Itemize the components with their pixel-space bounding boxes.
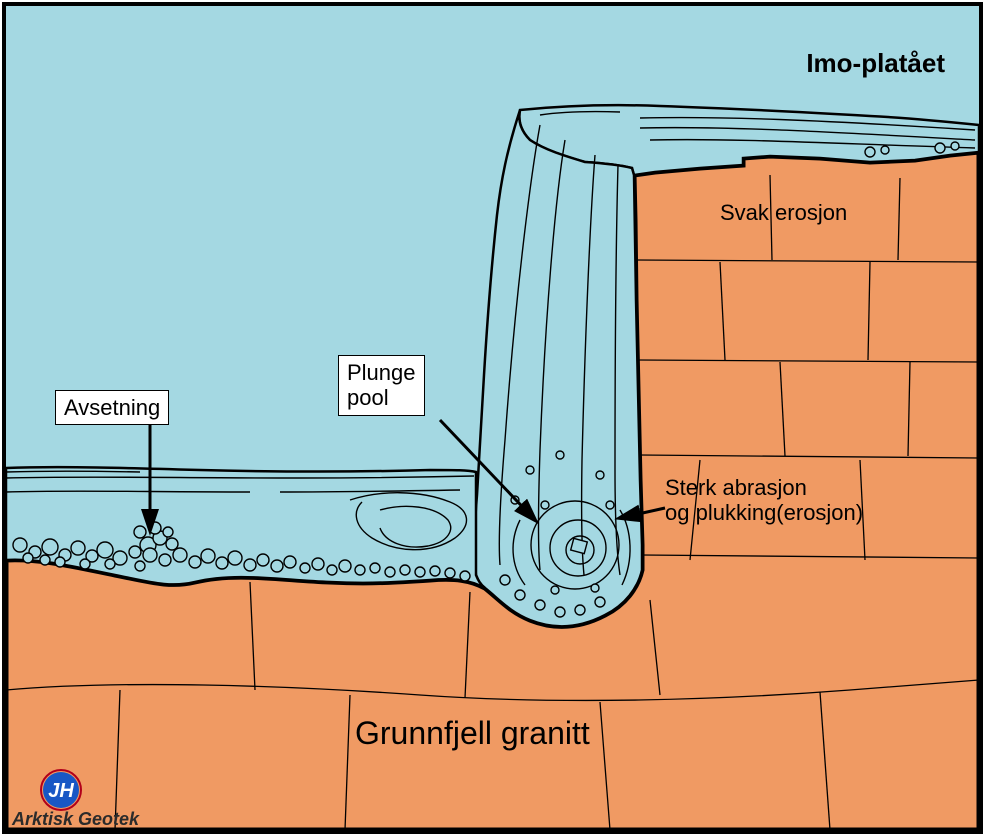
diagram-frame: Imo-platået Svak erosjon Plunge pool Avs… <box>0 0 985 836</box>
bedrock-label: Grunnfjell granitt <box>355 715 590 752</box>
avsetning-label: Avsetning <box>55 390 169 425</box>
sterk-line1: Sterk abrasjon <box>665 475 807 500</box>
svg-text:JH: JH <box>48 780 74 802</box>
svak-erosjon-label: Svak erosjon <box>720 200 847 226</box>
title-label: Imo-platået <box>806 48 945 79</box>
brand-logo: JH Arktisk Geotek <box>12 769 139 830</box>
sterk-abrasjon-label: Sterk abrasjon og plukking(erosjon) <box>665 475 863 526</box>
plunge-pool-label: Plunge pool <box>338 355 425 416</box>
brand-name: Arktisk Geotek <box>12 809 139 830</box>
sterk-line2: og plukking(erosjon) <box>665 500 863 525</box>
plunge-line1: Plunge <box>347 360 416 385</box>
plunge-line2: pool <box>347 385 389 410</box>
logo-icon: JH <box>40 769 82 811</box>
avsetning-text: Avsetning <box>64 395 160 420</box>
